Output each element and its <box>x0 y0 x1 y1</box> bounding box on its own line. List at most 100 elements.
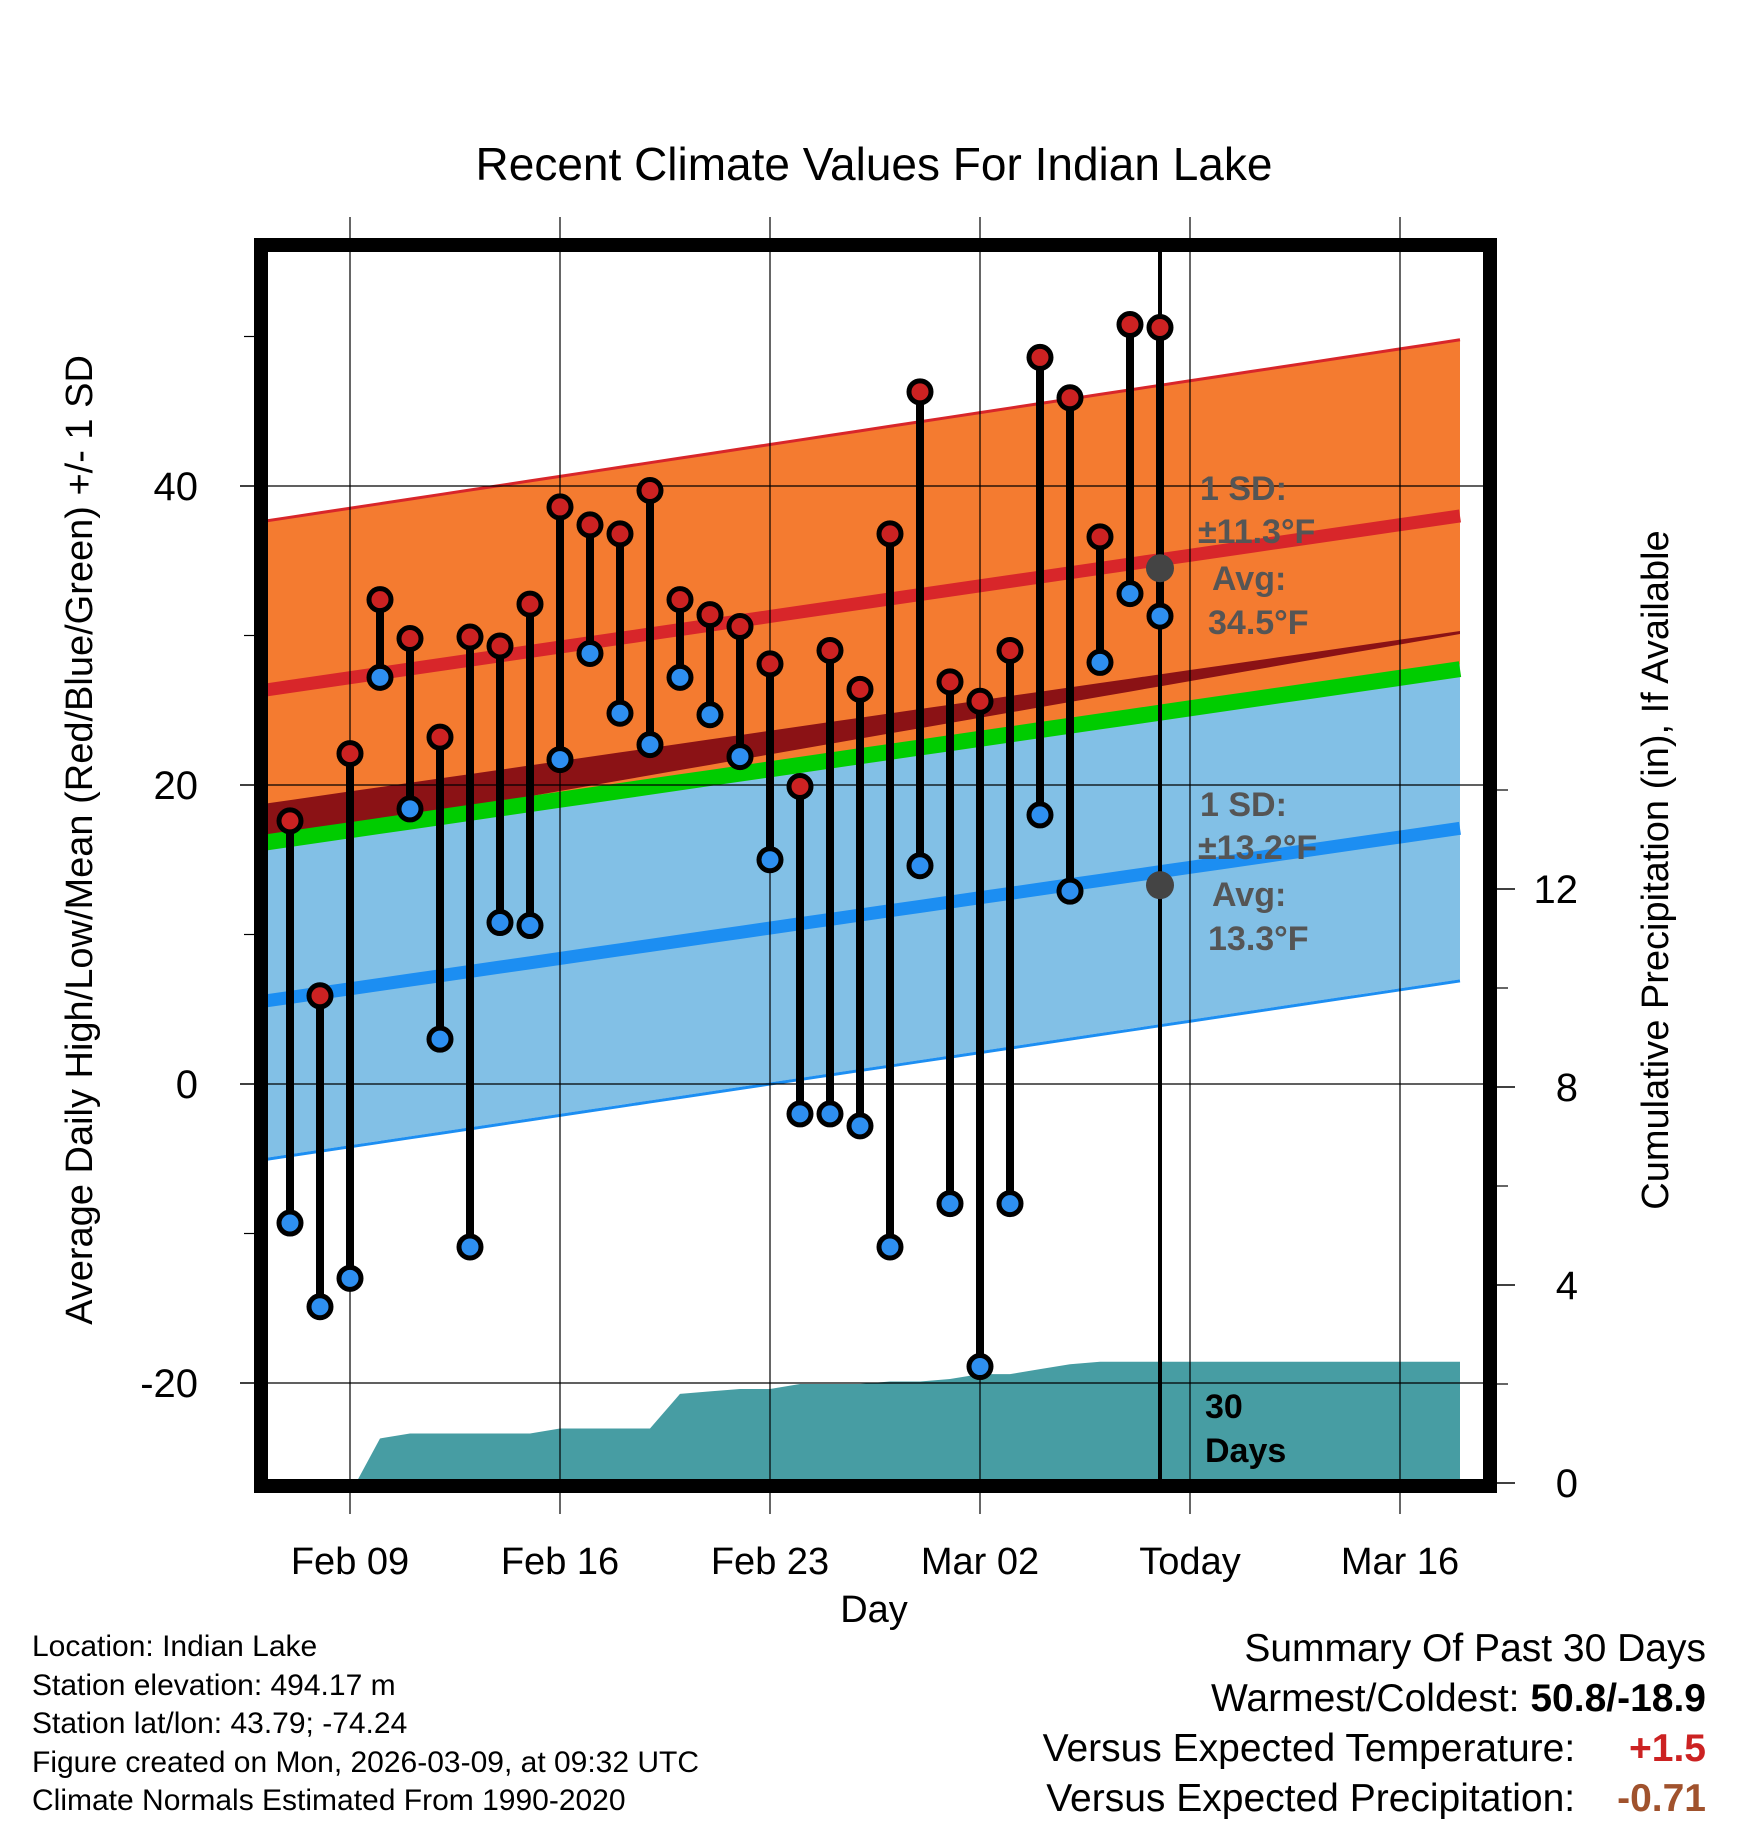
precip-row: Versus Expected Precipitation: -0.71 <box>1043 1774 1706 1824</box>
y2-tick-label: 4 <box>1556 1264 1578 1308</box>
daily-high-dot <box>1026 343 1054 371</box>
y-tick-label: -20 <box>140 1362 198 1406</box>
x-tick-label: Feb 09 <box>291 1541 409 1583</box>
daily-low-dot <box>396 795 424 823</box>
daily-high-dot <box>726 613 754 641</box>
daily-high-dot <box>546 493 574 521</box>
daily-low-dot <box>1116 580 1144 608</box>
y-tick-label: 40 <box>154 465 199 509</box>
daily-low-dot <box>696 701 724 729</box>
x-tick-label: Feb 16 <box>501 1541 619 1583</box>
daily-low-dot <box>636 731 664 759</box>
normal-high-upper-edge <box>268 338 1461 523</box>
normal-high-line <box>268 509 1461 697</box>
daily-high-dot <box>846 675 874 703</box>
x-axis-label: Day <box>840 1589 908 1631</box>
daily-high-dot <box>1056 384 1084 412</box>
daily-low-dot <box>456 1233 484 1261</box>
daily-high-dot <box>516 590 544 618</box>
temp-label: Versus Expected Temperature: <box>1042 1727 1576 1770</box>
daily-high-dot <box>456 623 484 651</box>
daily-high-dot <box>606 520 634 548</box>
daily-high-dot <box>1146 314 1174 342</box>
latlon-text: Station lat/lon: 43.79; -74.24 <box>32 1707 408 1740</box>
daily-low-dot <box>816 1100 844 1128</box>
daily-high-dot <box>636 476 664 504</box>
station-info: Location: Indian Lake Station elevation:… <box>32 1628 699 1821</box>
high-sd-label: 1 SD: <box>1200 470 1287 508</box>
daily-high-dot <box>666 586 694 614</box>
daily-high-dot <box>786 772 814 800</box>
y2-tick-label: 12 <box>1534 868 1579 912</box>
daily-low-dot <box>906 852 934 880</box>
chart-title: Recent Climate Values For Indian Lake <box>476 138 1273 190</box>
days-label-word: Days <box>1205 1432 1286 1470</box>
daily-low-dot <box>1026 801 1054 829</box>
x-tick-label: Mar 02 <box>921 1541 1039 1583</box>
daily-low-dot <box>876 1233 904 1261</box>
daily-high-dot <box>576 511 604 539</box>
precip-value: -0.71 <box>1617 1777 1706 1820</box>
daily-low-dot <box>606 699 634 727</box>
daily-low-dot <box>306 1293 334 1321</box>
daily-low-dot <box>996 1190 1024 1218</box>
daily-high-dot <box>936 668 964 696</box>
daily-high-dot <box>996 636 1024 664</box>
daily-high-dot <box>876 520 904 548</box>
daily-low-dot <box>936 1190 964 1218</box>
plot-frame <box>254 238 1497 1493</box>
summary-title: Summary Of Past 30 Days <box>1244 1627 1706 1670</box>
x-tick-label: Feb 23 <box>711 1541 829 1583</box>
precip-label: Versus Expected Precipitation: <box>1046 1777 1576 1820</box>
daily-high-dot <box>366 586 394 614</box>
daily-high-dot <box>756 650 784 678</box>
normal-high-today-marker <box>1146 554 1174 583</box>
warm-cold-row: Warmest/Coldest: 50.8/-18.9 <box>1043 1674 1706 1724</box>
daily-low-dot <box>966 1353 994 1381</box>
normal-low-today-marker <box>1146 871 1174 900</box>
daily-low-dot <box>1056 877 1084 905</box>
daily-high-dot <box>486 632 514 660</box>
daily-high-dot <box>306 982 334 1010</box>
daily-low-dot <box>276 1209 304 1237</box>
y-tick-label: 0 <box>176 1063 198 1107</box>
daily-low-dot <box>336 1264 364 1292</box>
location-text: Location: Indian Lake <box>32 1630 318 1663</box>
summary-panel: Summary Of Past 30 Days Warmest/Coldest:… <box>1043 1624 1706 1824</box>
daily-high-dot <box>426 723 454 751</box>
low-sd-value: ±13.2°F <box>1198 829 1317 867</box>
daily-low-dot <box>726 743 754 771</box>
daily-high-dot <box>1116 311 1144 339</box>
daily-high-dot <box>816 636 844 664</box>
daily-low-dot <box>756 846 784 874</box>
daily-high-dot <box>906 378 934 406</box>
low-avg-value: 13.3°F <box>1208 920 1309 958</box>
daily-high-dot <box>336 740 364 768</box>
warm-cold-label: Warmest/Coldest: <box>1211 1677 1520 1720</box>
daily-low-dot <box>576 639 604 667</box>
temp-row: Versus Expected Temperature: +1.5 <box>1043 1724 1706 1774</box>
daily-high-dot <box>276 807 304 835</box>
daily-low-dot <box>846 1112 874 1140</box>
warm-cold-value: 50.8/-18.9 <box>1530 1677 1706 1720</box>
daily-low-dot <box>546 746 574 774</box>
daily-low-dot <box>786 1100 814 1128</box>
elevation-text: Station elevation: 494.17 m <box>32 1668 396 1702</box>
daily-low-dot <box>1086 648 1114 676</box>
daily-low-dot <box>426 1025 454 1053</box>
high-avg-value: 34.5°F <box>1208 604 1309 642</box>
daily-high-dot <box>966 687 994 715</box>
daily-low-dot <box>486 909 514 937</box>
created-text: Figure created on Mon, 2026-03-09, at 09… <box>32 1745 700 1779</box>
y2-tick-label: 8 <box>1556 1066 1578 1110</box>
high-sd-value: ±11.3°F <box>1198 513 1315 551</box>
daily-low-dot <box>1146 602 1174 630</box>
high-avg-label: Avg: <box>1212 560 1286 598</box>
normals-text: Climate Normals Estimated From 1990-2020 <box>32 1784 626 1817</box>
daily-high-dot <box>696 601 724 629</box>
x-tick-label: Mar 16 <box>1341 1541 1459 1583</box>
low-avg-label: Avg: <box>1212 876 1286 914</box>
y-axis-label: Average Daily High/Low/Mean (Red/Blue/Gr… <box>59 355 101 1325</box>
daily-high-dot <box>1086 523 1114 551</box>
